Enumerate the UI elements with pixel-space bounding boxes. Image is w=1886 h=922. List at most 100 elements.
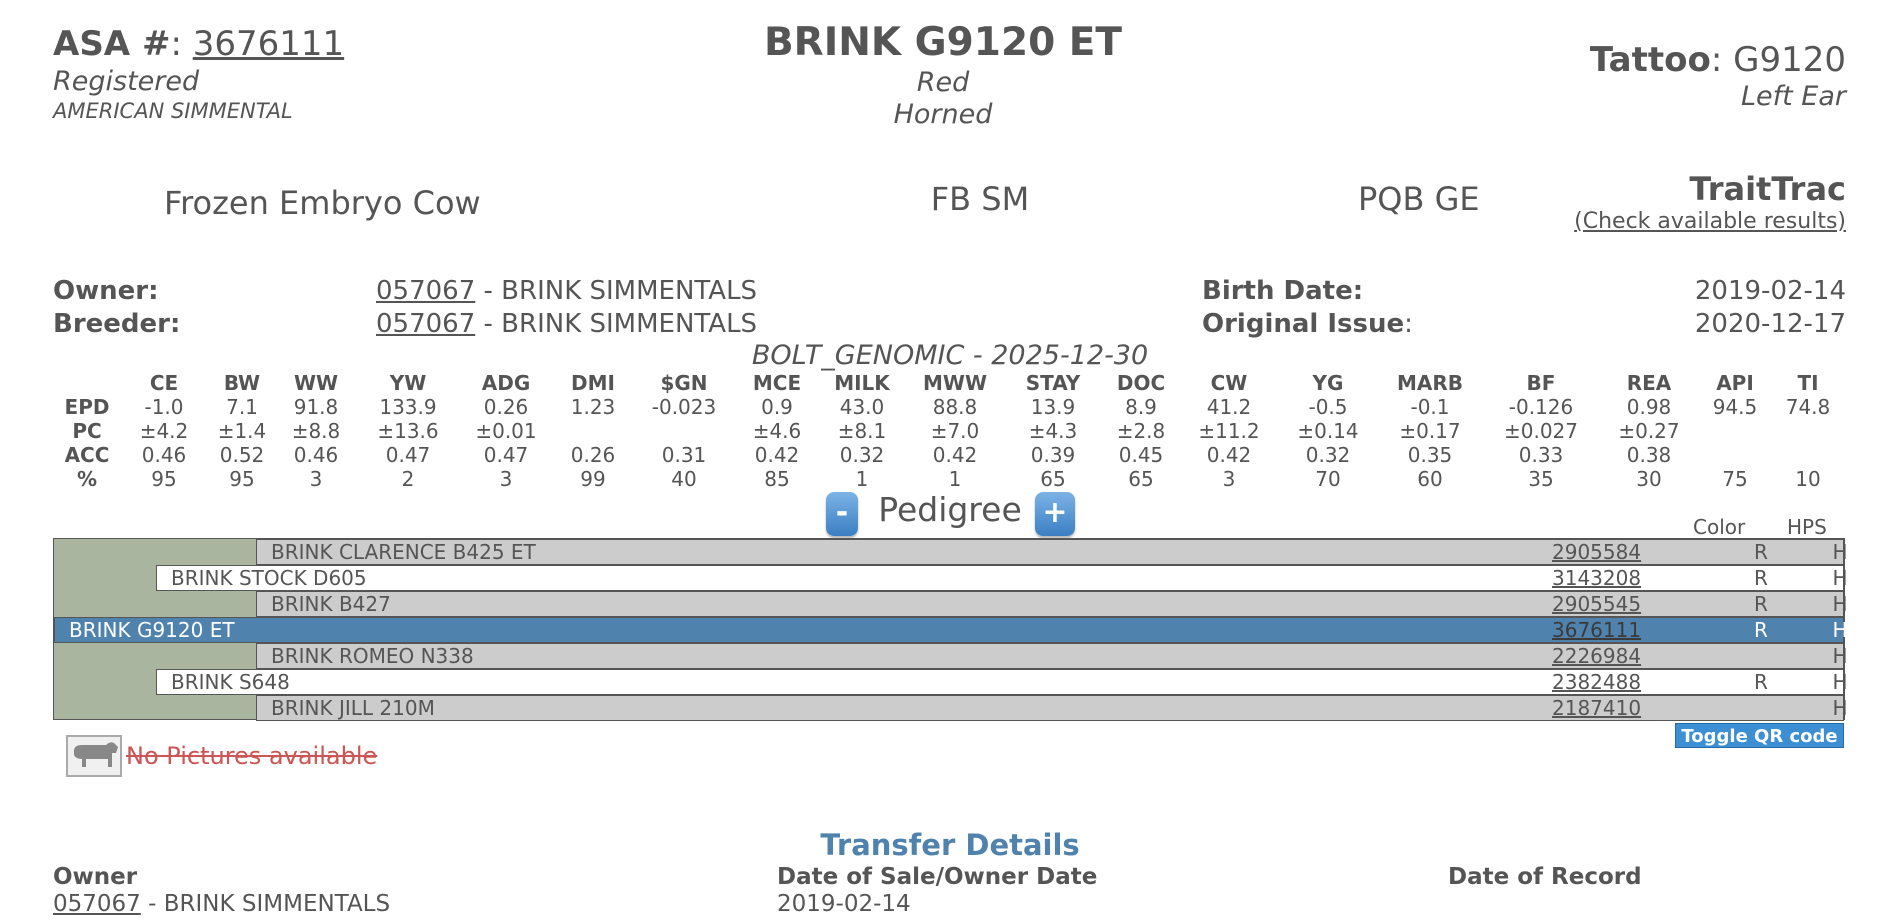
animal-name: BRINK G9120 ET xyxy=(763,20,1123,65)
epd-cell: 0.9 xyxy=(761,395,793,419)
epd-row-label: PC xyxy=(72,419,102,443)
epd-cell: ±4.2 xyxy=(139,419,189,443)
epd-cell: -0.023 xyxy=(651,395,717,419)
epd-cell: 133.9 xyxy=(379,395,437,419)
traittrac-check-link[interactable]: (Check available results) xyxy=(1574,209,1846,234)
pedigree-color: R xyxy=(1754,540,1768,564)
pedigree-color: R xyxy=(1754,592,1768,616)
pedigree-row-selected[interactable]: BRINK G9120 ET 3676111 R H xyxy=(54,617,1848,643)
pedigree-row[interactable]: BRINK STOCK D605 3143208 R H xyxy=(156,565,1848,591)
epd-cell: 0.45 xyxy=(1118,443,1164,467)
tattoo-line: Tattoo: G9120 xyxy=(1589,40,1846,80)
epd-cell: 0.31 xyxy=(661,443,707,467)
epd-cell: 0.46 xyxy=(141,443,187,467)
epd-cell: 30 xyxy=(1636,467,1662,491)
epd-column-header: API xyxy=(1716,371,1754,395)
epd-cell: 95 xyxy=(151,467,177,491)
toggle-qr-button[interactable]: Toggle QR code xyxy=(1675,723,1844,748)
epd-row-label: EPD xyxy=(64,395,110,419)
epd-column-header: MWW xyxy=(922,371,988,395)
epd-cell: 8.9 xyxy=(1125,395,1157,419)
no-pictures-text: No Pictures available xyxy=(126,742,378,770)
asa-number-link[interactable]: 3676111 xyxy=(192,24,345,64)
epd-cell: ±0.14 xyxy=(1297,419,1359,443)
epd-column-header: DMI xyxy=(571,371,615,395)
epd-cell: 0.42 xyxy=(1206,443,1252,467)
pedigree-hps: H xyxy=(1832,566,1848,590)
pedigree-reg-link[interactable]: 2905584 xyxy=(1552,540,1642,564)
epd-cell: 0.38 xyxy=(1626,443,1672,467)
epd-column-header: TI xyxy=(1797,371,1819,395)
owner-id-link[interactable]: 057067 xyxy=(376,276,476,306)
breed-name: AMERICAN SIMMENTAL xyxy=(53,99,293,123)
epd-cell: 0.32 xyxy=(1305,443,1351,467)
owner-name: - BRINK SIMMENTALS xyxy=(483,276,758,306)
pedigree-row[interactable]: BRINK B427 2905545 R H xyxy=(256,591,1848,617)
epd-cell: 88.8 xyxy=(932,395,978,419)
epd-cell: -0.126 xyxy=(1508,395,1574,419)
pedigree-hps: H xyxy=(1832,618,1848,642)
epd-cell: 7.1 xyxy=(226,395,258,419)
pedigree-hps: H xyxy=(1832,540,1848,564)
pedigree-reg-link[interactable]: 3143208 xyxy=(1552,566,1642,590)
pedigree-row[interactable]: BRINK CLARENCE B425 ET 2905584 R H xyxy=(256,539,1848,565)
epd-column-header: CW xyxy=(1210,371,1248,395)
transfer-sale-header: Date of Sale/Owner Date xyxy=(777,864,1098,890)
tattoo-location: Left Ear xyxy=(1740,81,1846,112)
color-column-header: Color xyxy=(1693,515,1746,539)
epd-cell: 0.35 xyxy=(1407,443,1453,467)
epd-cell: 85 xyxy=(764,467,790,491)
epd-column-header: CE xyxy=(149,371,179,395)
epd-cell: 35 xyxy=(1528,467,1554,491)
pedigree-collapse-button[interactable]: - xyxy=(826,492,858,536)
pedigree-row[interactable]: BRINK S648 2382488 R H xyxy=(156,669,1848,695)
pedigree-reg-link[interactable]: 2187410 xyxy=(1552,696,1642,720)
pqb-status: PQB GE xyxy=(1358,180,1480,218)
pedigree-animal-name: BRINK CLARENCE B425 ET xyxy=(271,540,536,564)
epd-cell: 1.23 xyxy=(570,395,616,419)
pedigree-row[interactable]: BRINK JILL 210M 2187410 H xyxy=(256,695,1848,721)
epd-cell: -0.5 xyxy=(1308,395,1348,419)
epd-cell: 0.39 xyxy=(1030,443,1076,467)
pedigree-reg-link[interactable]: 2382488 xyxy=(1552,670,1642,694)
epd-table: EPD PC ACC% CE -1.0 ±4.2 0.46 95 BW 7.1 ±1.4 0.52 95… xyxy=(0,371,1886,491)
breeder-id-link[interactable]: 057067 xyxy=(376,309,476,339)
epd-cell: 70 xyxy=(1315,467,1341,491)
epd-cell: 65 xyxy=(1040,467,1066,491)
epd-column-header: DOC xyxy=(1116,371,1166,395)
epd-cell: 0.26 xyxy=(483,395,529,419)
owner-label: Owner: xyxy=(53,276,159,306)
transfer-owner-value: 057067 - BRINK SIMMENTALS xyxy=(53,891,390,917)
pedigree-expand-button[interactable]: + xyxy=(1035,492,1075,536)
epd-cell: ±8.1 xyxy=(837,419,887,443)
epd-cell: 0.52 xyxy=(219,443,265,467)
transfer-owner-name: - BRINK SIMMENTALS xyxy=(148,891,391,917)
transfer-owner-id-link[interactable]: 057067 xyxy=(53,891,141,917)
epd-cell: 0.42 xyxy=(932,443,978,467)
epd-cell: ±4.3 xyxy=(1028,419,1078,443)
pedigree-reg-link[interactable]: 2905545 xyxy=(1552,592,1642,616)
epd-cell: 0.26 xyxy=(570,443,616,467)
epd-cell: 3 xyxy=(1222,467,1236,491)
original-issue-line: Original Issue: xyxy=(1202,309,1413,339)
epd-column-header: MARB xyxy=(1396,371,1464,395)
epd-cell: 3 xyxy=(309,467,323,491)
epd-cell: 43.0 xyxy=(839,395,885,419)
epd-cell: 13.9 xyxy=(1030,395,1076,419)
pedigree-row[interactable]: BRINK ROMEO N338 2226984 H xyxy=(256,643,1848,669)
registration-status: Registered xyxy=(53,66,200,97)
epd-cell: ±4.6 xyxy=(752,419,802,443)
breeder-label: Breeder: xyxy=(53,309,181,339)
pedigree-reg-link[interactable]: 2226984 xyxy=(1552,644,1642,668)
pedigree-table: BRINK CLARENCE B425 ET 2905584 R H BRINK STO… xyxy=(53,538,1848,721)
epd-cell: ±0.27 xyxy=(1618,419,1680,443)
epd-column-header: ADG xyxy=(481,371,531,395)
original-issue-value: 2020-12-17 xyxy=(1694,309,1846,339)
epd-row-label: ACC xyxy=(64,443,110,467)
transfer-sale-date: 2019-02-14 xyxy=(777,891,911,917)
pedigree-animal-name: BRINK ROMEO N338 xyxy=(271,644,474,668)
pedigree-animal-name: BRINK S648 xyxy=(171,670,290,694)
epd-cell: 94.5 xyxy=(1712,395,1758,419)
tattoo-label: Tattoo xyxy=(1589,40,1711,80)
pedigree-reg-link[interactable]: 3676111 xyxy=(1552,618,1642,642)
